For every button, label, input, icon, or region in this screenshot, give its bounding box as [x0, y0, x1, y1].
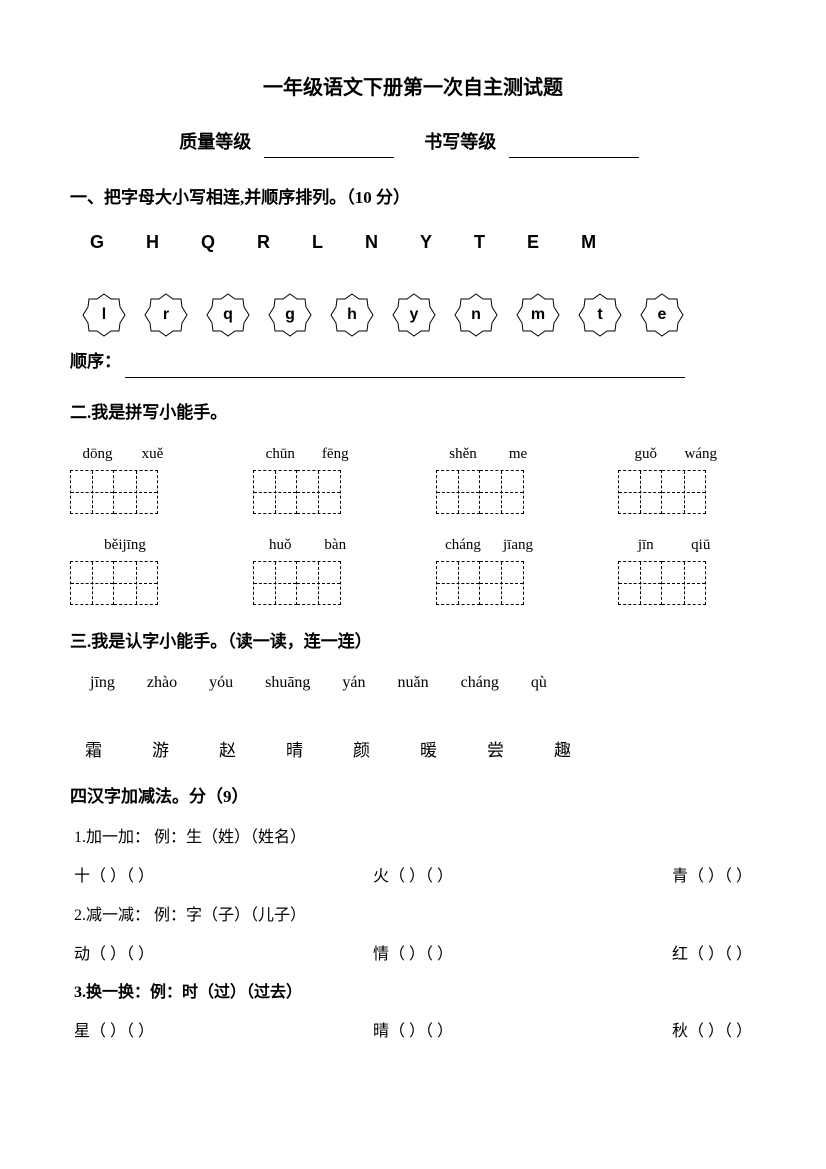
pinyin-block: huǒbàn — [253, 532, 391, 605]
pinyin-grid: dōngxuě chūnfēng shěnme guǒwáng běijīng huǒbà… — [70, 441, 756, 605]
hanzi-box[interactable] — [618, 470, 756, 514]
arith-items-2: 动（ ）（ ） 情（ ）（ ） 红（ ）（ ） — [70, 941, 756, 970]
upper-letter: N — [365, 226, 378, 258]
arith-line-2: 2.减一减： 例：字（子）（儿子） — [70, 902, 756, 931]
writing-grade-label: 书写等级 — [424, 126, 496, 158]
order-row: 顺序： — [70, 347, 756, 378]
upper-letter: Y — [420, 226, 432, 258]
pinyin-block: chángjīang — [436, 532, 574, 605]
arith-item[interactable]: 火（ ）（ ） — [373, 863, 453, 892]
upper-letters-row: G H Q R L N Y T E M — [70, 226, 756, 258]
upper-letter: L — [312, 226, 323, 258]
lower-letter-star[interactable]: l — [82, 293, 126, 337]
match-char[interactable]: 霜 — [85, 736, 102, 767]
match-char[interactable]: 颜 — [353, 736, 370, 767]
arith-line-1: 1.加一加： 例：生（姓）（姓名） — [70, 824, 756, 853]
upper-letter: T — [474, 226, 485, 258]
hanzi-box[interactable] — [253, 561, 391, 605]
hanzi-box[interactable] — [70, 470, 208, 514]
section-2-heading: 二.我是拼写小能手。 — [70, 398, 756, 429]
match-pinyin[interactable]: nuǎn — [398, 669, 429, 698]
lower-letter-star[interactable]: h — [330, 293, 374, 337]
arith-items-1: 十（ ）（ ） 火（ ）（ ） 青（ ）（ ） — [70, 863, 756, 892]
pinyin-block: běijīng — [70, 532, 208, 605]
grade-row: 质量等级 书写等级 — [70, 126, 756, 158]
lower-letter-star[interactable]: n — [454, 293, 498, 337]
match-pinyin[interactable]: qù — [531, 669, 547, 698]
lower-letter-star[interactable]: e — [640, 293, 684, 337]
lower-letter-star[interactable]: y — [392, 293, 436, 337]
order-label: 顺序： — [70, 352, 121, 371]
page-title: 一年级语文下册第一次自主测试题 — [70, 70, 756, 106]
hanzi-box[interactable] — [436, 561, 574, 605]
match-char[interactable]: 晴 — [286, 736, 303, 767]
arith-item[interactable]: 动（ ）（ ） — [74, 941, 154, 970]
upper-letter: M — [581, 226, 596, 258]
arith-item[interactable]: 红（ ）（ ） — [672, 941, 752, 970]
match-char[interactable]: 赵 — [219, 736, 236, 767]
match-pinyin[interactable]: shuāng — [265, 669, 310, 698]
hanzi-box[interactable] — [436, 470, 574, 514]
match-pinyin[interactable]: cháng — [461, 669, 499, 698]
writing-grade-blank[interactable] — [509, 136, 639, 158]
match-pinyin[interactable]: zhào — [147, 669, 177, 698]
pinyin-block: chūnfēng — [253, 441, 391, 514]
match-pinyin[interactable]: yóu — [209, 669, 233, 698]
section-3-heading: 三.我是认字小能手。（读一读，连一连） — [70, 627, 756, 658]
pinyin-block: shěnme — [436, 441, 574, 514]
arith-item[interactable]: 星（ ）（ ） — [74, 1018, 154, 1047]
hanzi-box[interactable] — [618, 561, 756, 605]
lower-letter-star[interactable]: r — [144, 293, 188, 337]
arith-line-3: 3.换一换：例：时（过）（过去） — [70, 979, 756, 1008]
pinyin-block: guǒwáng — [618, 441, 756, 514]
upper-letter: H — [146, 226, 159, 258]
pinyin-block: dōngxuě — [70, 441, 208, 514]
quality-grade-label: 质量等级 — [179, 126, 251, 158]
upper-letter: E — [527, 226, 539, 258]
upper-letter: G — [90, 226, 104, 258]
match-char[interactable]: 趣 — [554, 736, 571, 767]
char-match-row: 霜游赵晴颜暖尝趣 — [70, 736, 756, 767]
section-1-heading: 一、把字母大小写相连,并顺序排列。（10 分） — [70, 183, 756, 214]
section-4-heading: 四汉字加减法。分（9） — [70, 782, 756, 813]
upper-letter: Q — [201, 226, 215, 258]
arith-item[interactable]: 十（ ）（ ） — [74, 863, 154, 892]
match-pinyin[interactable]: jīng — [90, 669, 115, 698]
arith-item[interactable]: 晴（ ）（ ） — [373, 1018, 453, 1047]
order-blank[interactable] — [125, 356, 685, 378]
arith-item[interactable]: 秋（ ）（ ） — [672, 1018, 752, 1047]
pinyin-match-row: jīng zhào yóu shuāng yán nuǎn cháng qù — [70, 669, 756, 698]
upper-letter: R — [257, 226, 270, 258]
pinyin-block: jīnqiū — [618, 532, 756, 605]
arith-item[interactable]: 青（ ）（ ） — [672, 863, 752, 892]
lower-letter-star[interactable]: g — [268, 293, 312, 337]
quality-grade-blank[interactable] — [264, 136, 394, 158]
hanzi-box[interactable] — [253, 470, 391, 514]
hanzi-box[interactable] — [70, 561, 208, 605]
match-char[interactable]: 游 — [152, 736, 169, 767]
match-char[interactable]: 暖 — [420, 736, 437, 767]
lower-letter-star[interactable]: t — [578, 293, 622, 337]
arith-item[interactable]: 情（ ）（ ） — [373, 941, 453, 970]
lower-letter-star[interactable]: m — [516, 293, 560, 337]
lower-letters-row: lrqghynmte — [70, 293, 756, 337]
lower-letter-star[interactable]: q — [206, 293, 250, 337]
arith-items-3: 星（ ）（ ） 晴（ ）（ ） 秋（ ）（ ） — [70, 1018, 756, 1047]
match-char[interactable]: 尝 — [487, 736, 504, 767]
match-pinyin[interactable]: yán — [342, 669, 365, 698]
